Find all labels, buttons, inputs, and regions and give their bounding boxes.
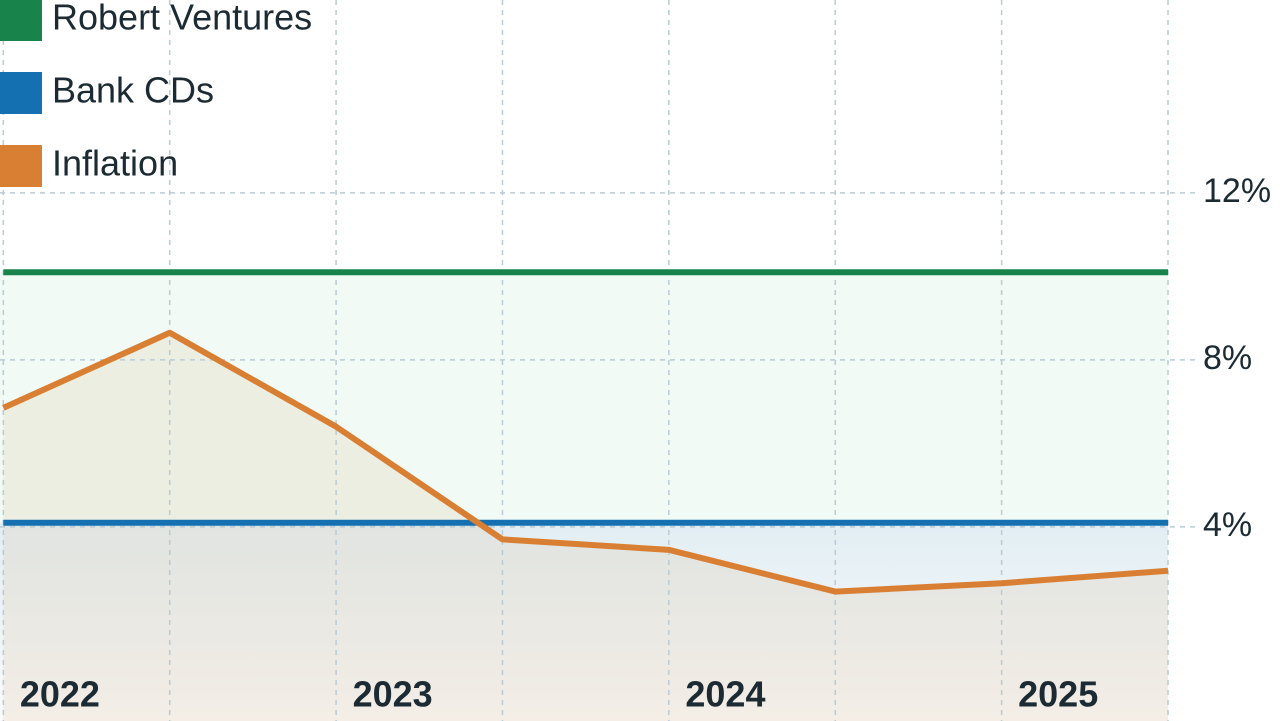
x-tick-label: 2024 [685, 674, 765, 715]
x-tick-label: 2022 [20, 674, 100, 715]
legend-swatch [0, 145, 42, 187]
return-band [0, 272, 1168, 523]
y-tick-label: 12% [1203, 172, 1271, 210]
legend-label: Bank CDs [52, 70, 214, 111]
series-line [2, 329, 1169, 595]
y-tick-label: 4% [1203, 506, 1252, 544]
below-band [0, 522, 1168, 721]
y-tick-label: 8% [1203, 339, 1252, 377]
x-tick-label: 2023 [353, 674, 433, 715]
legend-swatch [0, 72, 42, 114]
legend-label: Inflation [52, 143, 178, 184]
inflation-area [3, 332, 1168, 721]
legend-label: Robert Ventures [52, 0, 312, 38]
legend-swatch [0, 0, 42, 41]
x-tick-label: 2025 [1018, 674, 1098, 715]
